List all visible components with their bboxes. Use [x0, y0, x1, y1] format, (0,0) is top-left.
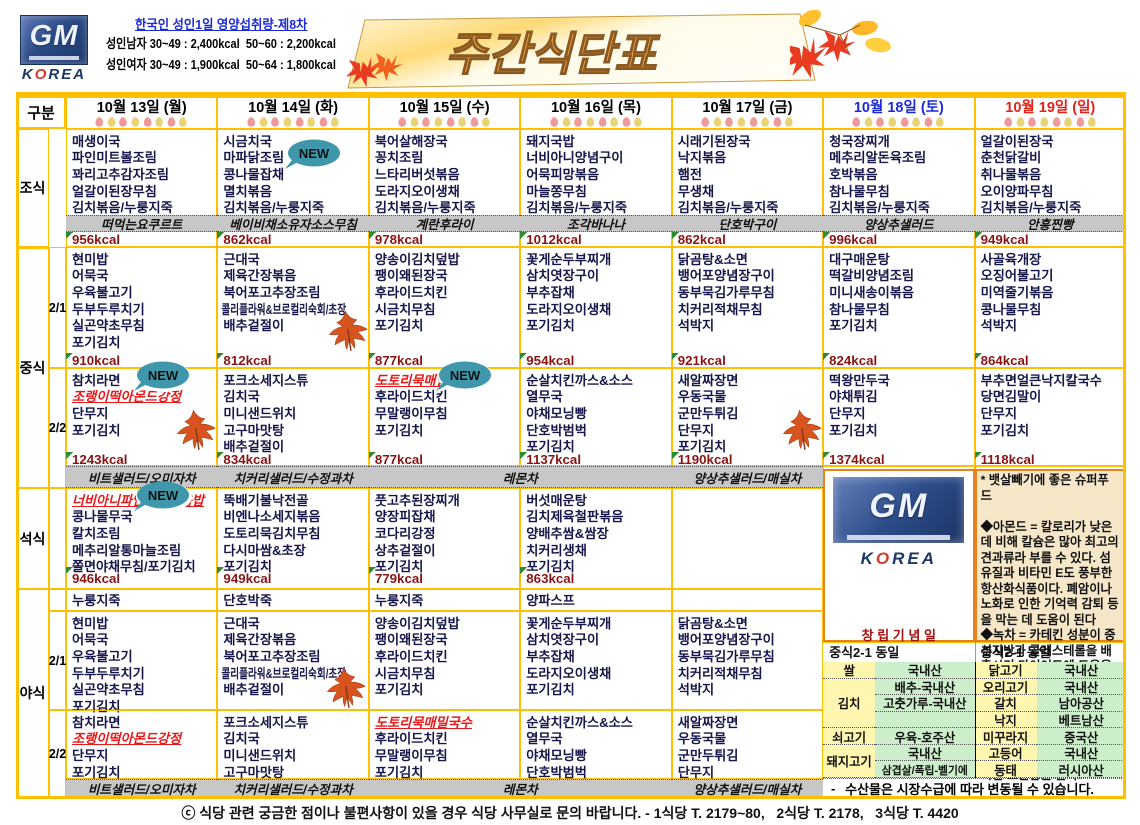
- svg-text:NEW: NEW: [147, 368, 178, 383]
- svg-text:NEW: NEW: [147, 488, 178, 503]
- svg-text:NEW: NEW: [450, 368, 481, 383]
- svg-text:NEW: NEW: [299, 146, 330, 161]
